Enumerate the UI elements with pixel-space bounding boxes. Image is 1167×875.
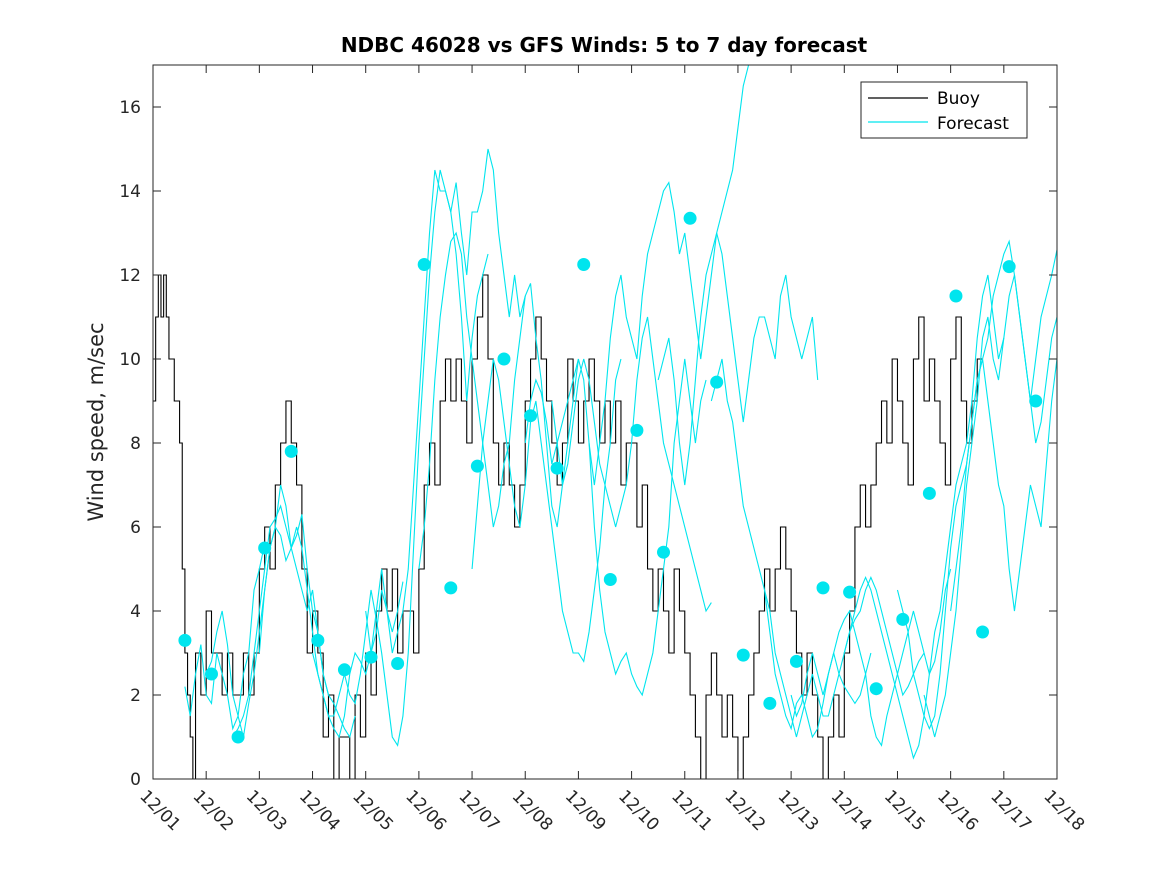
forecast-series-line-9 (524, 358, 707, 697)
y-tick-label: 6 (130, 518, 141, 538)
forecast-point (311, 633, 325, 647)
forecast-point (763, 696, 777, 710)
y-tick-label: 2 (130, 686, 141, 706)
forecast-point (1002, 260, 1016, 274)
forecast-point (949, 289, 963, 303)
forecast-point (178, 633, 192, 647)
axes-frame (152, 64, 1058, 780)
forecast-point (364, 650, 378, 664)
legend-forecast-label: Forecast (937, 114, 1009, 134)
forecast-point (550, 461, 564, 475)
forecast-point (976, 625, 990, 639)
forecast-series-line-8 (471, 358, 622, 663)
y-tick-label: 0 (130, 770, 141, 790)
chart-title: NDBC 46028 vs GFS Winds: 5 to 7 day fore… (341, 33, 868, 57)
forecast-series-line-7 (418, 231, 579, 570)
forecast-point (577, 258, 591, 271)
forecast-point (258, 541, 272, 555)
forecast-point (843, 585, 857, 599)
forecast-point (896, 612, 910, 626)
forecast-series-line-18 (923, 249, 1057, 738)
forecast-point (630, 423, 644, 437)
data-layer (153, 65, 1057, 779)
forecast-point (497, 352, 511, 366)
forecast-point (391, 657, 405, 670)
forecast-point (816, 581, 830, 595)
forecast-point (736, 648, 750, 662)
forecast-point (231, 730, 245, 744)
forecast-point (417, 258, 431, 271)
forecast-point (284, 444, 298, 458)
legend-buoy-label: Buoy (937, 89, 980, 109)
forecast-series-line-3 (232, 504, 356, 739)
forecast-point (603, 573, 617, 586)
y-tick-label: 10 (119, 350, 141, 370)
legend: Buoy Forecast (860, 81, 1028, 139)
y-tick-label: 12 (119, 266, 141, 286)
forecast-series-line-12 (657, 232, 819, 486)
forecast-point (869, 682, 883, 696)
forecast-series-line-4 (258, 525, 404, 739)
legend-box (860, 81, 1028, 139)
forecast-series-line-19 (950, 239, 1057, 612)
y-tick-label: 8 (130, 434, 141, 454)
forecast-series-line-6 (365, 148, 526, 654)
forecast-point (204, 667, 218, 681)
forecast-point (789, 654, 803, 668)
y-tick-label: 4 (130, 602, 141, 622)
forecast-point (337, 663, 351, 677)
forecast-point (922, 486, 936, 500)
forecast-point (683, 211, 697, 225)
forecast-series-line-15 (790, 568, 952, 747)
y-axis-label: Wind speed, m/sec (84, 322, 108, 521)
forecast-point (656, 545, 670, 559)
forecast-point (444, 581, 458, 595)
forecast-series-line-5 (311, 169, 489, 747)
forecast-point (1029, 394, 1043, 408)
y-tick-label: 14 (119, 182, 141, 202)
forecast-point (470, 459, 484, 473)
forecast-series-line-11 (588, 65, 750, 486)
forecast-series-line-1 (184, 542, 271, 731)
y-tick-label: 16 (119, 98, 141, 118)
forecast-point (524, 409, 538, 423)
forecast-series-line-13 (710, 358, 872, 739)
forecast-point (710, 375, 724, 389)
forecast-series-line-10 (551, 316, 712, 613)
plot-area (153, 65, 1057, 779)
